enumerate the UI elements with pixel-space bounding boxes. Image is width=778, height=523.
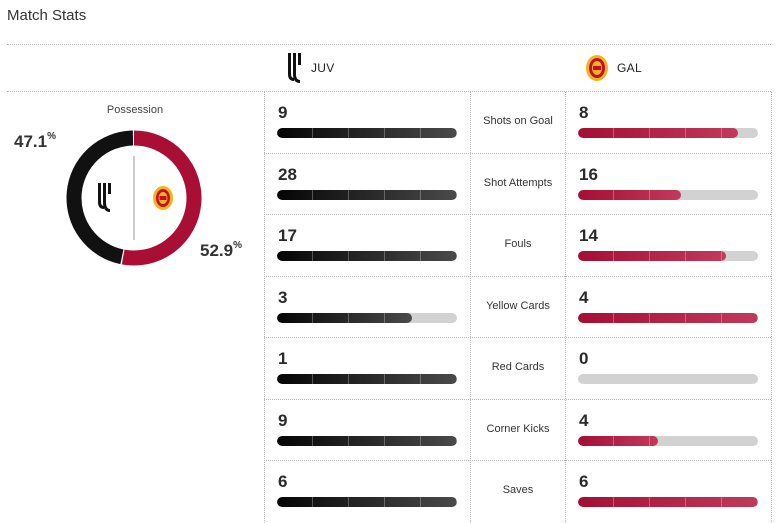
team-abbr-away: GAL	[617, 61, 642, 75]
stat-bar-home	[277, 128, 457, 138]
stat-bar-fill-away	[578, 435, 658, 446]
stat-bar-fill-home	[277, 497, 457, 507]
stat-bar-away	[578, 374, 758, 384]
stat-bar-home	[277, 312, 457, 323]
stat-bar-home	[277, 251, 457, 261]
team-abbr-home: JUV	[311, 61, 335, 75]
stat-value-home: 6	[278, 472, 288, 491]
stat-bar-fill-home	[277, 374, 457, 384]
stat-bar-home	[277, 435, 457, 446]
stat-bar-away	[578, 435, 758, 446]
match-stats-title: Match Stats	[7, 7, 87, 24]
title-divider	[7, 44, 771, 45]
stat-label: Fouls	[504, 238, 532, 250]
stat-value-away: 14	[579, 226, 598, 245]
stat-bar-fill-away	[578, 128, 738, 138]
stat-bar-away	[578, 497, 758, 507]
stat-bar-fill-home	[277, 435, 457, 446]
stat-value-away: 4	[579, 287, 589, 307]
team-header-away: GAL	[584, 52, 642, 84]
stat-value-home: 28	[278, 164, 297, 184]
galatasaray-logo-icon	[153, 186, 173, 210]
team-header-home: JUV	[284, 52, 335, 84]
stat-value-home: 1	[278, 349, 288, 368]
stat-label: Red Cards	[491, 361, 545, 373]
divider-left	[264, 92, 265, 523]
stat-bar-fill-home	[277, 251, 457, 261]
row-divider	[264, 398, 771, 400]
stat-value-away: 0	[579, 349, 589, 368]
stat-bar-fill-away	[578, 189, 681, 200]
possession-arc-home	[66, 130, 134, 265]
stat-bar-fill-away	[578, 312, 758, 323]
possession-away-value: 52.9%	[200, 240, 242, 260]
possession-home-value: 47.1%	[14, 131, 56, 151]
row-divider	[264, 275, 771, 277]
stat-label: Saves	[502, 484, 534, 496]
stat-value-home: 9	[278, 103, 288, 122]
stat-bar-home	[277, 497, 457, 507]
stat-bar-home	[277, 189, 457, 200]
stat-bar-away	[578, 189, 758, 200]
stat-value-away: 4	[579, 410, 589, 430]
stat-value-home: 3	[278, 287, 288, 307]
stat-bar-fill-home	[277, 189, 457, 200]
possession-donut-chart	[66, 130, 202, 266]
row-divider	[264, 460, 771, 461]
divider-mid-left	[470, 92, 471, 523]
possession-label: Possession	[106, 104, 164, 116]
stat-bar-fill-away	[578, 251, 727, 261]
stat-label: Shot Attempts	[483, 176, 553, 189]
stat-value-away: 6	[579, 472, 589, 491]
stat-value-home: 17	[278, 226, 297, 245]
possession-arc-away	[121, 130, 202, 266]
galatasaray-logo-icon	[586, 55, 608, 81]
juventus-logo-icon	[98, 183, 111, 212]
row-divider	[264, 214, 771, 215]
stat-bar-fill-away	[578, 497, 758, 507]
stat-bar-away	[578, 251, 758, 261]
divider-mid-right	[565, 92, 566, 523]
stat-label: Shots on Goal	[483, 115, 553, 127]
stat-label: Yellow Cards	[486, 299, 550, 312]
stat-label: Corner Kicks	[486, 422, 550, 435]
stat-value-away: 8	[579, 103, 589, 122]
row-divider	[264, 152, 771, 154]
stat-bar-fill-home	[277, 312, 412, 323]
stat-bar-away	[578, 312, 758, 323]
stat-bar-fill-home	[277, 128, 457, 138]
juventus-logo-icon	[288, 53, 301, 83]
row-divider	[264, 337, 771, 338]
stat-value-home: 9	[278, 410, 288, 430]
divider-right	[771, 92, 772, 523]
header-divider	[7, 91, 771, 92]
stat-bar-home	[277, 374, 457, 384]
stat-bar-away	[578, 128, 758, 138]
stat-value-away: 16	[579, 164, 598, 184]
